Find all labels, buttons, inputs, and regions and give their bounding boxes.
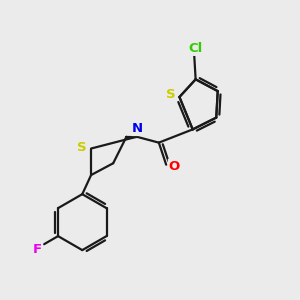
Text: O: O: [169, 160, 180, 173]
Text: Cl: Cl: [188, 42, 203, 55]
Text: S: S: [77, 141, 87, 154]
Text: F: F: [33, 243, 42, 256]
Text: S: S: [167, 88, 176, 101]
Text: N: N: [132, 122, 143, 135]
